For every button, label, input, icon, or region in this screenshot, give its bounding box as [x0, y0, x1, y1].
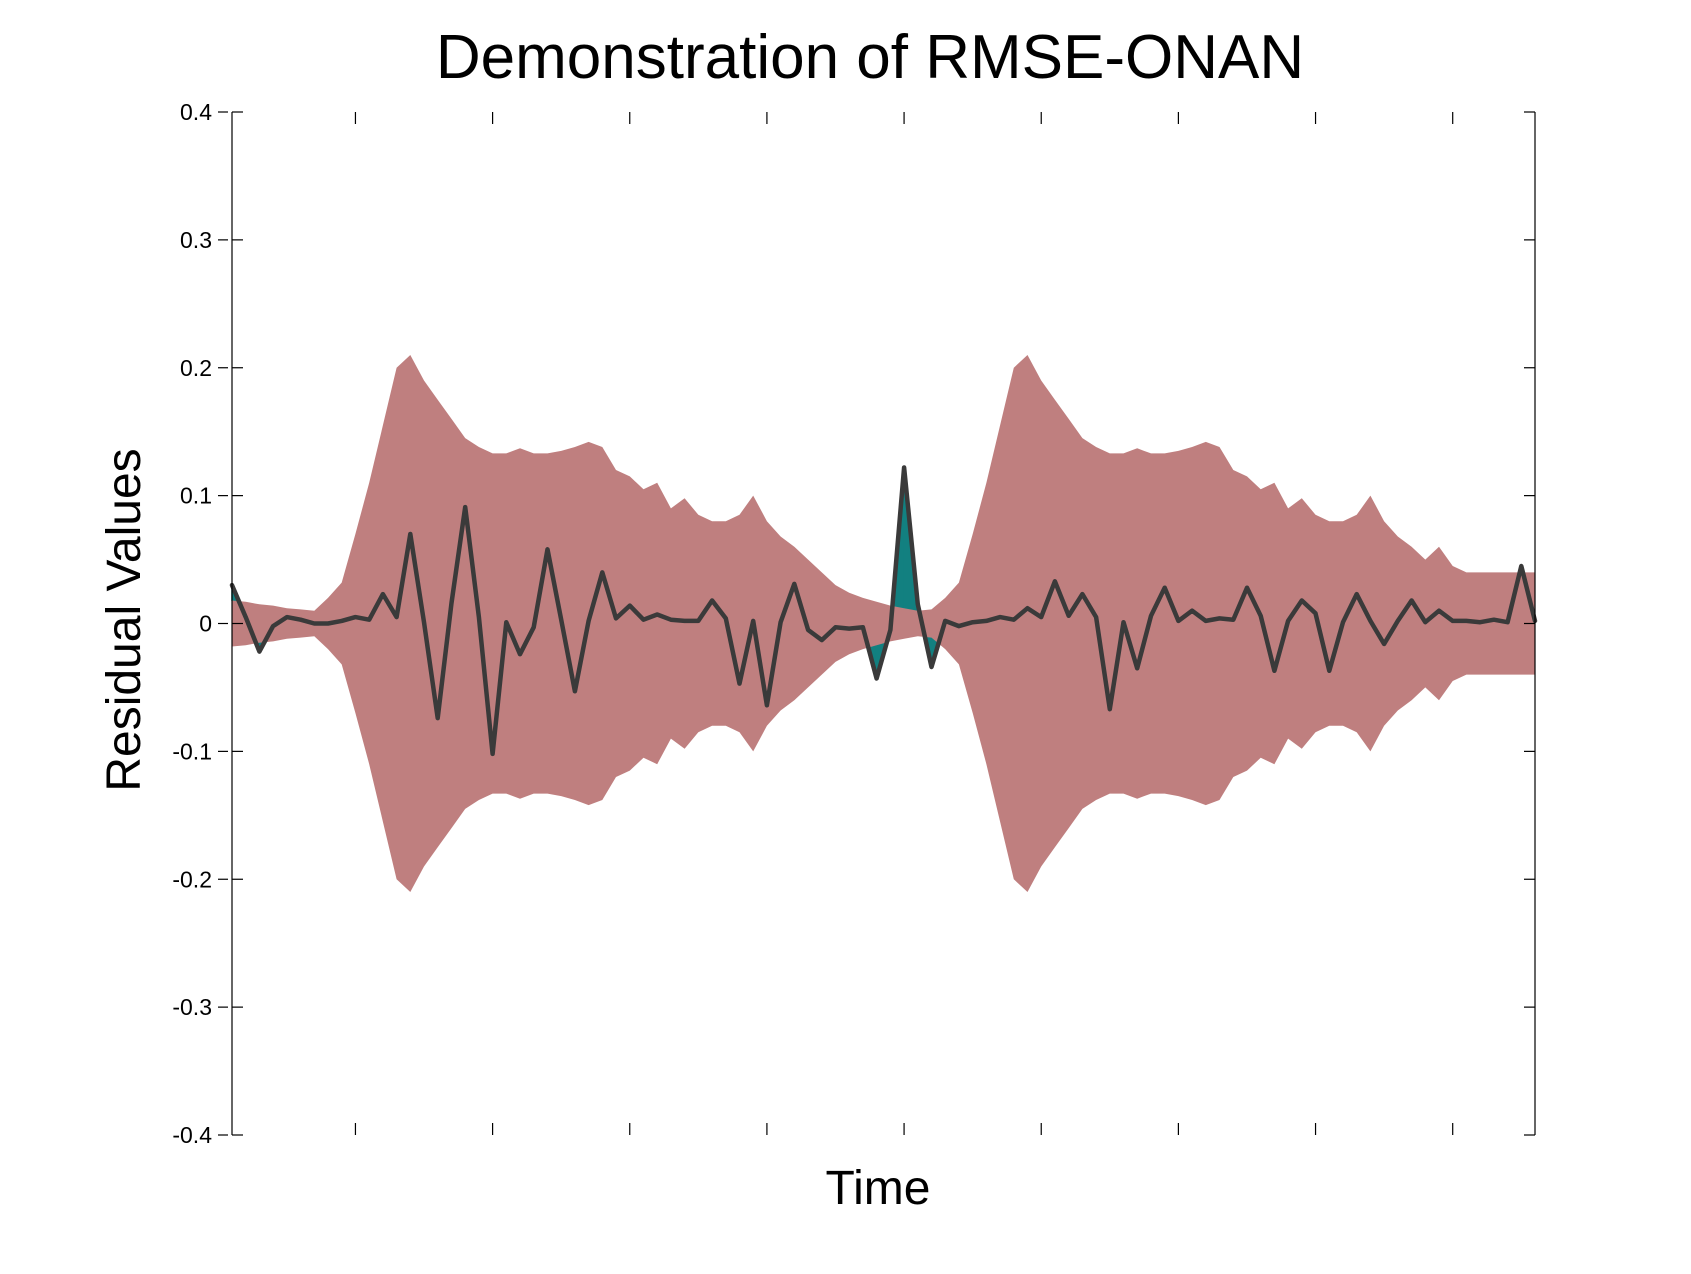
- y-tick-label: 0.2: [180, 355, 212, 381]
- y-tick-label: 0.3: [180, 227, 212, 253]
- chart-title: Demonstration of RMSE-ONAN: [436, 23, 1304, 92]
- plot-area: [229, 355, 1538, 892]
- y-tick-label: 0: [199, 611, 212, 637]
- confidence-band: [232, 355, 1535, 892]
- x-axis-label: Time: [826, 1162, 931, 1215]
- y-tick-label: -0.1: [172, 738, 212, 764]
- y-axis-label: Residual Values: [98, 448, 151, 791]
- residual-line: [229, 465, 1538, 757]
- y-tick-label: -0.3: [172, 994, 212, 1020]
- y-tick-label: 0.1: [180, 483, 212, 509]
- y-tick-label: 0.4: [180, 99, 212, 125]
- axes: 0.4 0.3 0.2 0.1 0 -0.1 -0.2 -0.3 -0.4: [172, 99, 1536, 1148]
- y-tick-label: -0.2: [172, 866, 212, 892]
- y-tick-label: -0.4: [172, 1122, 212, 1148]
